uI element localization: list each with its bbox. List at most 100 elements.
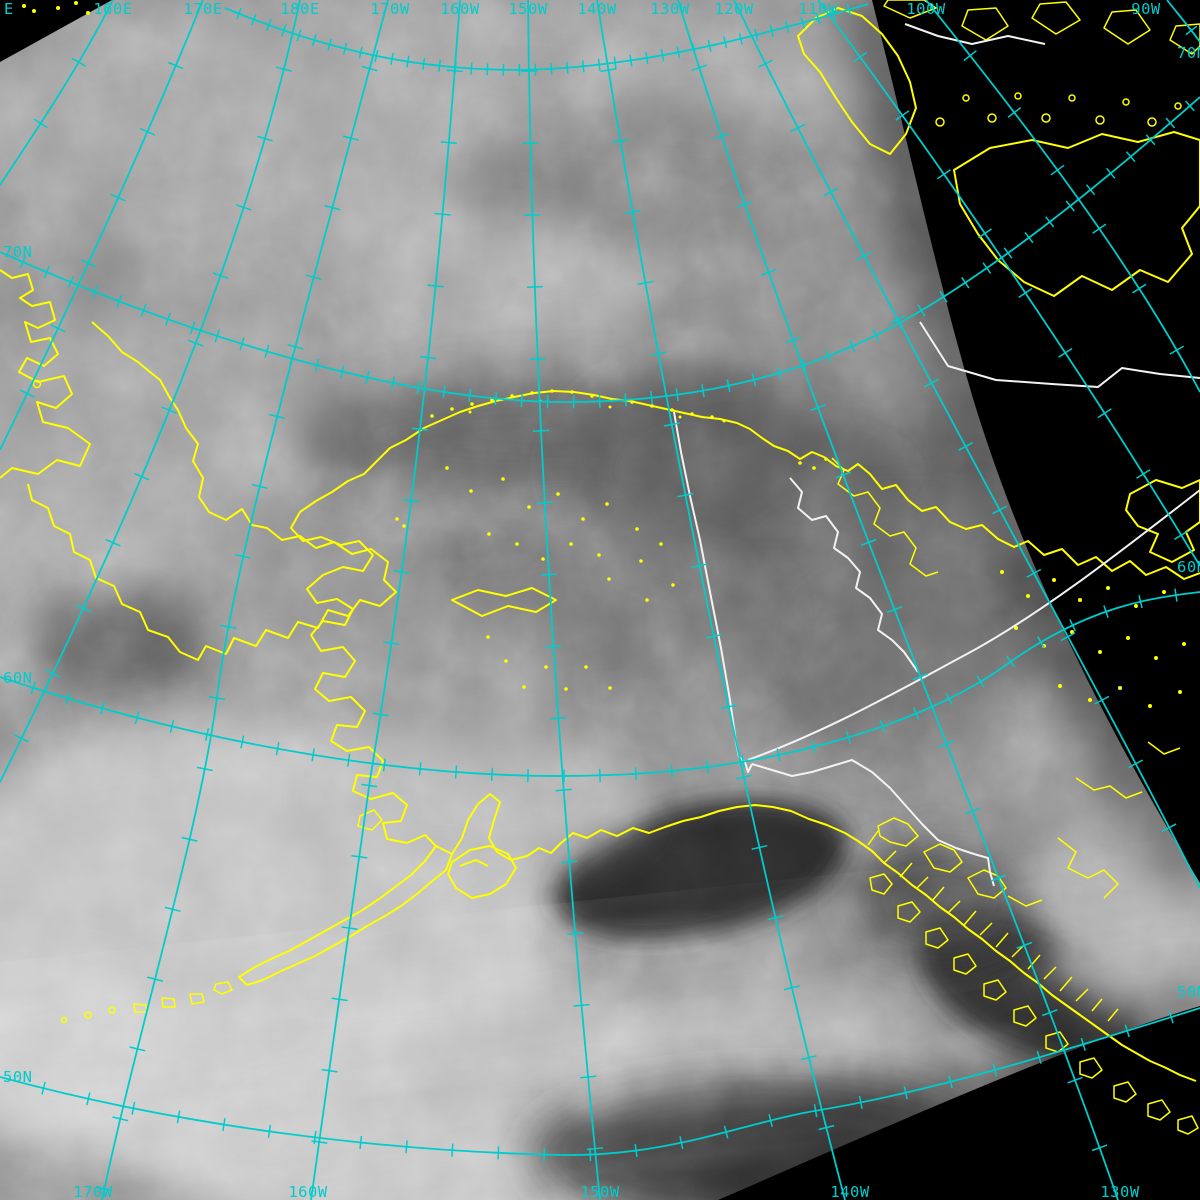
graticule-tick: [403, 498, 420, 503]
graticule-tick: [713, 132, 730, 140]
graticule-tick: [800, 16, 806, 29]
border-alaska-bc-panhandle: [751, 759, 995, 887]
graticule-tick: [903, 1086, 908, 1100]
graticule-tick: [411, 427, 428, 431]
graticule-tick: [532, 429, 550, 432]
graticule-tick: [754, 28, 759, 41]
graticule-tick: [343, 135, 359, 141]
graticule-tick: [116, 294, 123, 308]
graticule-label: 160E: [93, 0, 132, 18]
great-bear-lake: [1125, 479, 1200, 563]
meridian-160e: [0, 0, 114, 186]
graticule-tick: [289, 352, 295, 365]
graticule-tick: [324, 204, 341, 211]
graticule-tick: [490, 767, 494, 781]
graticule-label: 100W: [906, 0, 945, 18]
graticule-tick: [208, 696, 226, 700]
victoria-island: [953, 131, 1200, 297]
graticule-tick: [1045, 216, 1055, 228]
graticule-tick: [311, 34, 317, 47]
graticule-tick: [165, 312, 171, 326]
graticule-tick: [374, 49, 379, 62]
nunivak-island: [357, 809, 383, 831]
graticule-tick: [1161, 823, 1177, 832]
graticule-tick: [361, 783, 378, 788]
graticule-tick: [691, 563, 708, 569]
graticule-label: 90W: [1131, 0, 1161, 18]
aleutian-island: [108, 1006, 116, 1014]
graticule-tick: [91, 285, 98, 299]
graticule-label: 120W: [714, 0, 753, 18]
meridian-100w: [925, 0, 1200, 393]
graticule-tick: [701, 384, 705, 398]
graticule-tick: [416, 381, 421, 395]
graticule-tick: [420, 355, 437, 360]
graticule-label: 180E: [280, 0, 319, 18]
graticule-tick: [65, 691, 71, 705]
graticule-label: 70N: [3, 243, 33, 261]
graticule-tick: [886, 605, 903, 614]
graticule-tick: [321, 1068, 338, 1073]
graticule-tick: [691, 64, 708, 71]
graticule-tick: [675, 388, 679, 402]
graticule-tick: [735, 774, 752, 780]
graticule-tick: [86, 1092, 91, 1106]
graticule-tick: [99, 701, 105, 715]
graticule-tick: [573, 1003, 590, 1007]
coastline-southcentral-alaska: [451, 793, 859, 861]
graticule-tick: [550, 62, 553, 75]
graticule-tick: [823, 187, 839, 197]
graticule-tick: [589, 1148, 592, 1162]
coastline-alaska-west: [290, 461, 437, 847]
graticule-tick: [327, 38, 333, 51]
graticule-tick: [992, 1063, 998, 1077]
arctic-island-specks: [935, 92, 1182, 127]
graticule-tick: [964, 807, 981, 815]
graticule-tick: [339, 365, 345, 379]
graticule-tick: [393, 570, 410, 574]
graticule-tick: [845, 730, 851, 744]
meridian-170e: [0, 0, 204, 451]
graticule-tick: [580, 1075, 597, 1079]
graticule-tick: [982, 262, 992, 274]
graticule-tick: [251, 483, 268, 490]
graticule-label: 50N: [1177, 983, 1200, 1001]
graticule-tick: [287, 344, 304, 350]
graticule-tick: [1067, 1076, 1083, 1084]
graticule-tick: [372, 712, 389, 717]
graticule-tick: [939, 290, 948, 303]
graticule-tick: [240, 735, 245, 749]
parallel-60n: [0, 591, 1200, 777]
graticule-tick: [1036, 636, 1045, 649]
graticule-tick: [358, 46, 363, 59]
graticule-tick: [751, 844, 768, 850]
graticule-tick: [454, 61, 457, 74]
graticule-tick: [723, 1125, 729, 1139]
graticule-label: 70N: [1177, 44, 1200, 62]
graticule-tick: [650, 391, 653, 405]
graticule-tick: [872, 329, 880, 342]
graticule-label: 160W: [440, 0, 479, 18]
graticule-tick: [19, 389, 35, 398]
graticule-tick: [818, 1124, 835, 1131]
graticule-tick: [341, 926, 358, 930]
graticule-tick: [1042, 1009, 1058, 1017]
graticule-tick: [45, 669, 61, 678]
graticule-label: 140W: [577, 0, 616, 18]
graticule-tick: [427, 284, 444, 288]
meridian-150w: [527, 0, 601, 1200]
parallel-70n: [0, 96, 1200, 403]
graticule-tick: [1007, 107, 1022, 118]
graticule-tick: [112, 1116, 129, 1122]
graticule-tick: [131, 1101, 136, 1115]
graticule-tick: [1036, 1050, 1042, 1064]
graticule-labels: E 160E 170E 180E 170W 160W 150W 140W 130…: [3, 0, 1200, 1200]
graticule-tick: [1018, 287, 1033, 299]
graticule-tick: [269, 413, 286, 420]
graticule-tick: [418, 762, 422, 776]
graticule-tick: [1092, 223, 1107, 234]
graticule-tick: [581, 60, 585, 73]
graticule-tick: [1091, 1144, 1108, 1152]
graticule-tick: [239, 337, 245, 351]
graticule-tick: [846, 3, 852, 16]
